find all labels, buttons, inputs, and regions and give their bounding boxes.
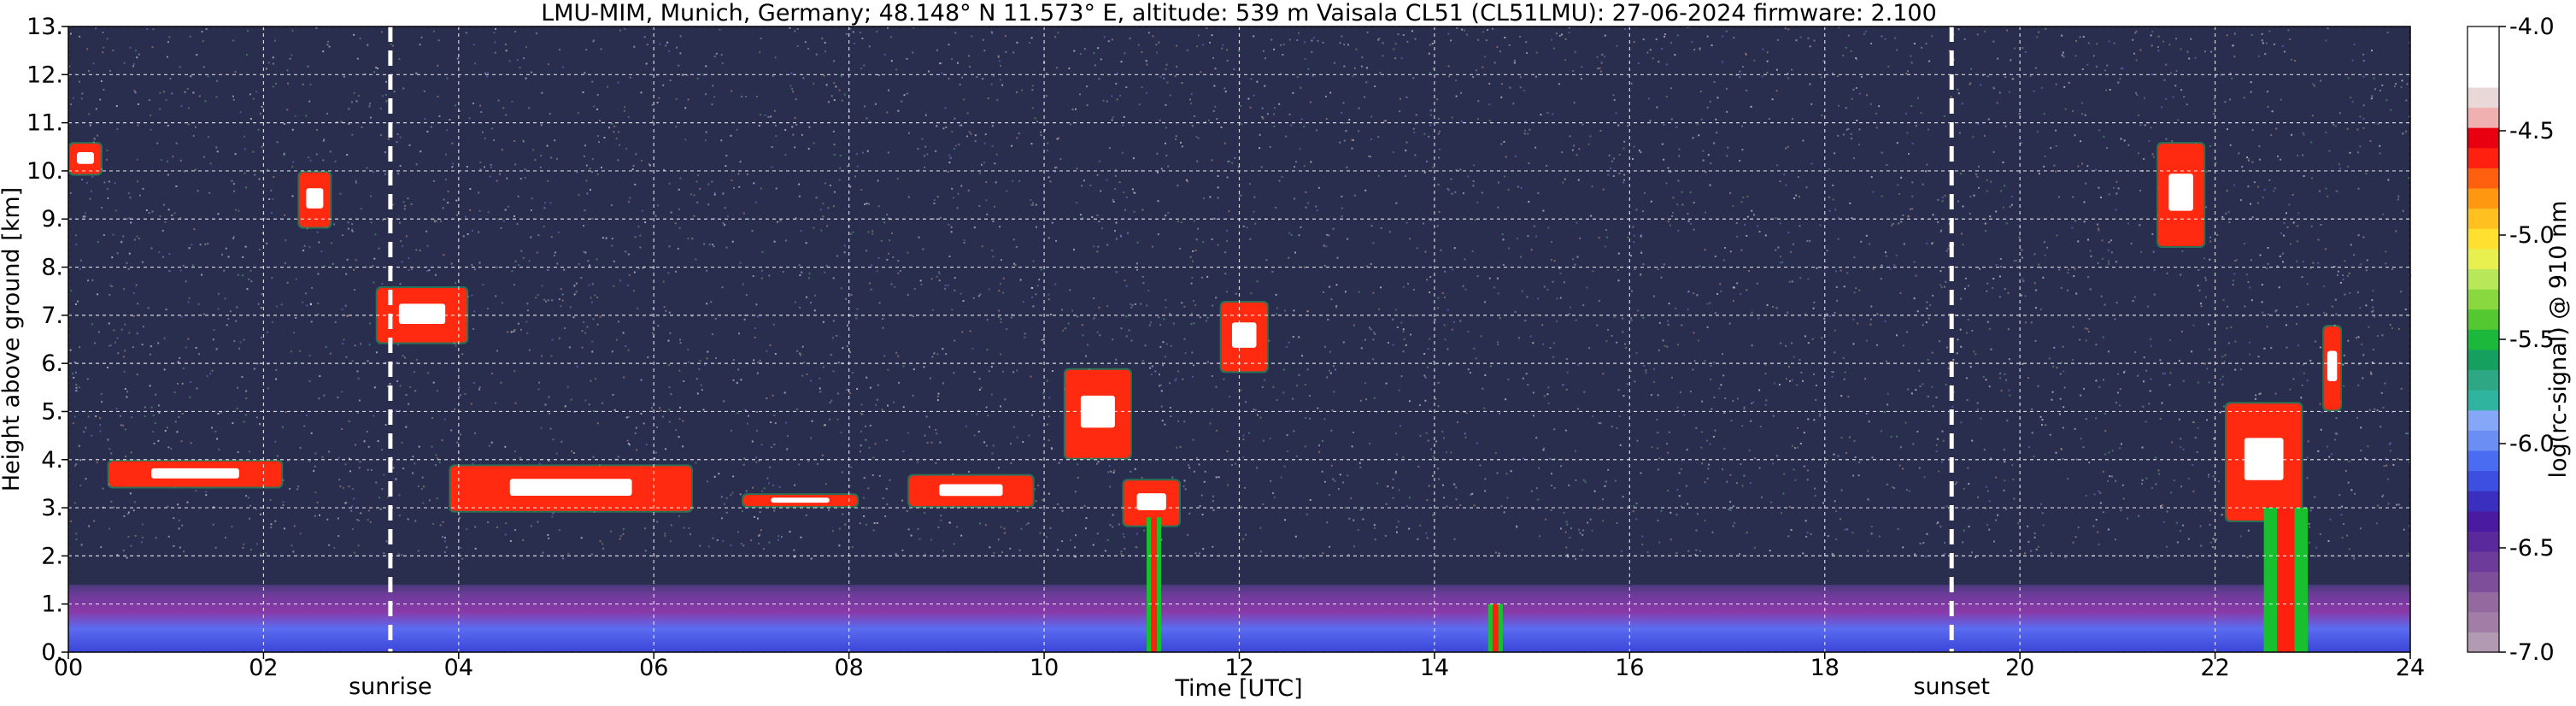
region-cloud: [297, 170, 332, 229]
x-tick-label: 10: [1030, 655, 1059, 681]
region-cloud: [907, 474, 1035, 509]
colorbar-label: log(rc-signal) @ 910 nm: [2545, 201, 2572, 479]
region-cloud: [2156, 142, 2206, 249]
colorbar-swatch: [2467, 369, 2499, 391]
region-cloud: [1063, 368, 1132, 460]
x-tick-label: 02: [249, 655, 278, 681]
colorbar-swatch: [2467, 491, 2499, 512]
colorbar-swatch: [2467, 632, 2499, 653]
region-cloud: [449, 464, 693, 513]
region-precipitation: [1488, 603, 1503, 652]
region-cloud: [2225, 402, 2303, 522]
region-precipitation: [2263, 508, 2309, 652]
x-tick-label: 08: [834, 655, 863, 681]
region-cloud: [1219, 300, 1269, 374]
colorbar-tick-label: -5.5: [2509, 327, 2555, 353]
colorbar-swatch: [2467, 147, 2499, 168]
colorbar-swatch: [2467, 208, 2499, 229]
colorbar-swatch: [2467, 430, 2499, 451]
y-tick-label: 8.: [41, 255, 63, 281]
colorbar-tick-label: -4.0: [2509, 14, 2555, 40]
y-tick-label: 5.: [41, 398, 63, 425]
colorbar-swatch: [2467, 611, 2499, 632]
colorbar-swatch: [2467, 86, 2499, 109]
colorbar: [2467, 26, 2499, 653]
y-tick-label: 11.: [26, 110, 63, 137]
colorbar-swatch: [2467, 450, 2499, 472]
colorbar-swatch: [2467, 510, 2499, 532]
colorbar-tick-label: -5.0: [2509, 222, 2555, 249]
colorbar-swatch: [2467, 329, 2499, 350]
x-tick-label: 20: [2005, 655, 2034, 681]
region-precipitation: [1147, 517, 1162, 652]
sun-markers: sunrise sunset: [349, 26, 1990, 700]
colorbar-swatch: [2467, 571, 2499, 592]
colorbar-swatch: [2467, 107, 2499, 128]
x-axis-label: Time [UTC]: [1174, 675, 1302, 702]
region-cloud: [375, 286, 469, 344]
region-cloud: [1122, 479, 1181, 527]
y-tick-label: 10.: [26, 158, 63, 185]
background-noise: [68, 26, 2412, 560]
x-tick-label: 16: [1615, 655, 1644, 681]
y-tick-label: 4.: [41, 447, 63, 474]
colorbar-swatch: [2467, 550, 2499, 573]
y-tick-label: 9.: [41, 206, 63, 232]
colorbar-swatch: [2467, 409, 2499, 431]
x-tick-label: 06: [639, 655, 668, 681]
y-tick-label: 7.: [41, 303, 63, 329]
y-tick-label: 1.: [41, 591, 63, 618]
colorbar-swatch: [2467, 531, 2499, 552]
marker-label-sunrise: sunrise: [349, 674, 432, 700]
region-cloud: [2322, 325, 2343, 412]
colorbar-swatch: [2467, 187, 2499, 209]
colorbar-swatch: [2467, 591, 2499, 613]
colorbar-swatch: [2467, 268, 2499, 290]
y-tick-label: 6.: [41, 350, 63, 377]
marker-label-sunset: sunset: [1913, 674, 1990, 700]
colorbar-swatch: [2467, 288, 2499, 310]
region-cloud: [68, 142, 103, 176]
x-tick-label: 22: [2200, 655, 2229, 681]
colorbar-swatch: [2467, 248, 2499, 269]
colorbar-tick-label: -6.0: [2509, 431, 2555, 457]
colorbar-swatch: [2467, 390, 2499, 411]
y-tick-label: 3.: [41, 495, 63, 521]
x-axis-ticks: 00 02 04 06 08 10 12 14 16 18 20 22 24: [54, 652, 2425, 681]
colorbar-swatch: [2467, 46, 2499, 68]
colorbar-tick-label: -4.5: [2509, 118, 2555, 144]
y-axis-ticks: 0. 1. 2. 3. 4. 5. 6. 7. 8. 9. 10. 11. 12. 13.: [26, 14, 68, 666]
colorbar-swatch: [2467, 470, 2499, 491]
x-tick-label: 00: [54, 655, 83, 681]
colorbar-swatch: [2467, 26, 2499, 48]
y-tick-label: 0.: [41, 639, 63, 666]
colorbar-swatch: [2467, 309, 2499, 330]
colorbar-swatch: [2467, 228, 2499, 250]
y-tick-label: 13.: [26, 14, 63, 40]
y-tick-label: 12.: [26, 62, 63, 88]
colorbar-tick-label: -7.0: [2509, 639, 2555, 666]
colorbar-swatch: [2467, 67, 2499, 88]
region-cloud: [107, 459, 284, 489]
x-tick-label: 12: [1224, 655, 1253, 681]
region-cloud: [742, 493, 860, 509]
x-tick-label: 14: [1420, 655, 1449, 681]
x-tick-label: 18: [1810, 655, 1840, 681]
colorbar-swatch: [2467, 127, 2499, 149]
colorbar-swatch: [2467, 168, 2499, 189]
colorbar-swatch: [2467, 349, 2499, 371]
x-tick-label: 24: [2396, 655, 2425, 681]
colorbar-tick-label: -6.5: [2509, 535, 2555, 562]
colorbar-ticks: -4.0 -4.5 -5.0 -5.5 -6.0 -6.5 -7.0: [2499, 14, 2555, 666]
y-axis-label: Height above ground [km]: [0, 187, 25, 491]
y-tick-label: 2.: [41, 543, 63, 569]
chart-title: LMU-MIM, Munich, Germany; 48.148° N 11.5…: [541, 0, 1937, 26]
x-tick-label: 04: [444, 655, 473, 681]
